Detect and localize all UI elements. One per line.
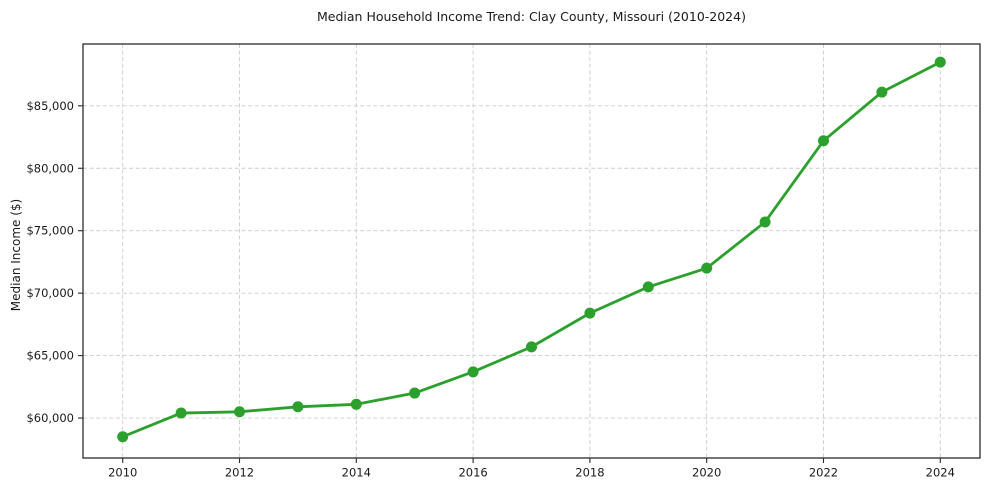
y-tick-label: $85,000 bbox=[26, 99, 74, 113]
data-point-2022 bbox=[817, 135, 829, 147]
data-point-2018 bbox=[584, 307, 596, 319]
data-point-2016 bbox=[467, 366, 479, 378]
plot-border bbox=[82, 43, 981, 459]
data-point-2017 bbox=[526, 341, 537, 353]
x-tick-label: 2022 bbox=[809, 466, 838, 480]
data-point-2015 bbox=[409, 387, 421, 399]
data-point-2014 bbox=[350, 398, 362, 410]
y-tick-label: $65,000 bbox=[26, 349, 74, 363]
data-point-2010 bbox=[117, 431, 129, 443]
data-point-2013 bbox=[292, 401, 304, 413]
y-tick-label: $60,000 bbox=[26, 411, 74, 425]
data-point-2011 bbox=[175, 407, 187, 419]
data-point-2024 bbox=[934, 56, 946, 68]
data-point-2020 bbox=[701, 262, 713, 274]
y-tick-label: $70,000 bbox=[26, 286, 74, 300]
x-tick-label: 2020 bbox=[692, 466, 721, 480]
chart-title: Median Household Income Trend: Clay Coun… bbox=[317, 9, 746, 24]
data-point-2012 bbox=[234, 406, 246, 418]
data-point-2023 bbox=[876, 86, 888, 98]
y-tick-label: $75,000 bbox=[26, 224, 74, 238]
x-tick-label: 2012 bbox=[225, 466, 254, 480]
x-tick-label: 2018 bbox=[575, 466, 604, 480]
x-tick-label: 2016 bbox=[458, 466, 487, 480]
data-point-2019 bbox=[642, 281, 654, 293]
data-point-2021 bbox=[759, 216, 771, 228]
income-trend-line bbox=[121, 60, 942, 439]
x-tick-label: 2024 bbox=[926, 466, 955, 480]
y-tick-label: $80,000 bbox=[26, 161, 74, 175]
x-tick-label: 2014 bbox=[342, 466, 371, 480]
x-tick-label: 2010 bbox=[108, 466, 137, 480]
